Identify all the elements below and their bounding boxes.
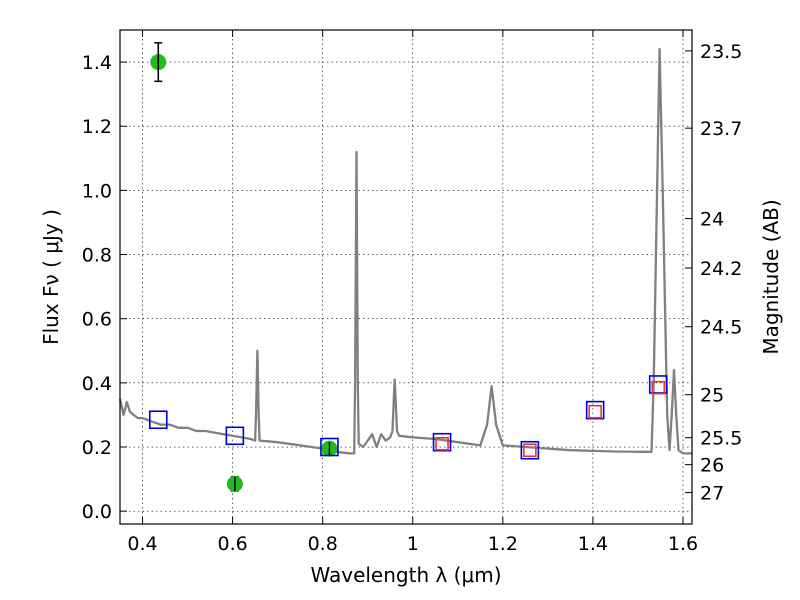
y-tick-label: 1.4 xyxy=(82,52,112,74)
x-axis-label: Wavelength λ (μm) xyxy=(310,563,501,587)
plot-area xyxy=(120,30,692,524)
x-tick-label: 1 xyxy=(407,533,419,555)
y-tick-label: 1.2 xyxy=(82,116,112,138)
x-tick-label: 1.4 xyxy=(578,533,608,555)
axes: 0.4 0.6 0.8 1 1.2 1.4 1.6 0.0 0.2 0.4 0.6 0.8 1.0 1.2… xyxy=(82,30,742,555)
x-tick-label: 0.6 xyxy=(217,533,247,555)
model-square-blue xyxy=(225,426,245,446)
model-square-red xyxy=(523,443,537,458)
magnitude-tick-label: 23.7 xyxy=(700,118,742,140)
magnitude-tick-label: 24.2 xyxy=(700,258,742,280)
magnitude-tick-label: 27 xyxy=(700,483,724,505)
magnitude-tick-label: 24 xyxy=(700,209,724,231)
model-square-red xyxy=(435,437,449,451)
model-square-red xyxy=(651,380,666,395)
x-tick-label: 0.4 xyxy=(127,533,157,555)
magnitude-tick-label: 23.5 xyxy=(700,41,742,63)
spectrum-line xyxy=(118,48,692,455)
magnitude-tick-label: 25.5 xyxy=(700,428,742,450)
magnitude-tick-label: 24.5 xyxy=(700,317,742,339)
model-square-blue xyxy=(585,400,605,420)
model-square-blue xyxy=(520,440,540,460)
y-tick-label: 0.8 xyxy=(82,245,112,267)
magnitude-tick-label: 26 xyxy=(700,455,724,477)
x-tick-label: 1.2 xyxy=(488,533,518,555)
right-axis-label: Magnitude (AB) xyxy=(759,199,783,354)
x-tick-label: 1.6 xyxy=(668,533,698,555)
y-axis-label: Flux Fν ( μJy ) xyxy=(39,209,63,345)
y-tick-label: 0.0 xyxy=(82,501,112,523)
model-square-blue xyxy=(148,410,168,430)
y-tick-label: 0.4 xyxy=(82,373,112,395)
grid xyxy=(120,30,692,524)
y-tick-label: 1.0 xyxy=(82,180,112,202)
plot-frame xyxy=(119,29,693,525)
x-tick-label: 0.8 xyxy=(308,533,338,555)
model-square-blue xyxy=(432,432,452,452)
data-marks xyxy=(118,42,692,492)
y-tick-label: 0.2 xyxy=(82,437,112,459)
model-square-blue xyxy=(320,437,339,457)
y-tick-label: 0.6 xyxy=(82,309,112,331)
model-square-red xyxy=(588,404,602,419)
magnitude-tick-label: 25 xyxy=(700,385,724,407)
